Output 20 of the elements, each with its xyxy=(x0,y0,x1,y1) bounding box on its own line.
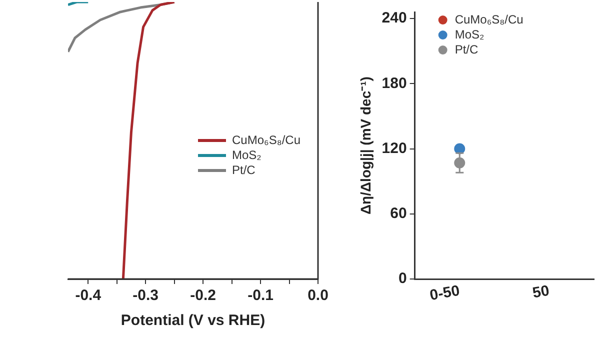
x-axis-title: Potential (V vs RHE) xyxy=(120,312,266,330)
legend-label: Pt/C xyxy=(454,42,478,56)
y-tick-label: 0 xyxy=(398,270,407,288)
x-tick-label: 0.0 xyxy=(308,287,328,304)
x-tick-label: 0-50 xyxy=(428,282,462,304)
legend-label: MoS₂ xyxy=(454,27,484,42)
x-tick-label: -0.1 xyxy=(248,287,274,304)
x-tick-label: -0.2 xyxy=(190,287,216,304)
x-tick-label: 50 xyxy=(531,282,551,302)
legend-label: CuMo₆S₈/Cu xyxy=(232,132,301,147)
y-tick-label: 120 xyxy=(382,140,407,157)
y-tick-label: 180 xyxy=(382,74,407,92)
legend-label: Pt/C xyxy=(232,162,256,177)
legend-label: MoS₂ xyxy=(232,148,262,162)
y-axis-title: Δη/Δlog|j| (mV dec⁻¹) xyxy=(357,76,374,215)
x-tick-label: -0.3 xyxy=(132,287,159,304)
legend-label: CuMo₆S₈/Cu xyxy=(454,12,524,26)
x-tick-label: -0.4 xyxy=(75,287,102,304)
y-tick-label: 240 xyxy=(382,10,407,27)
y-tick-label: 60 xyxy=(390,205,407,222)
